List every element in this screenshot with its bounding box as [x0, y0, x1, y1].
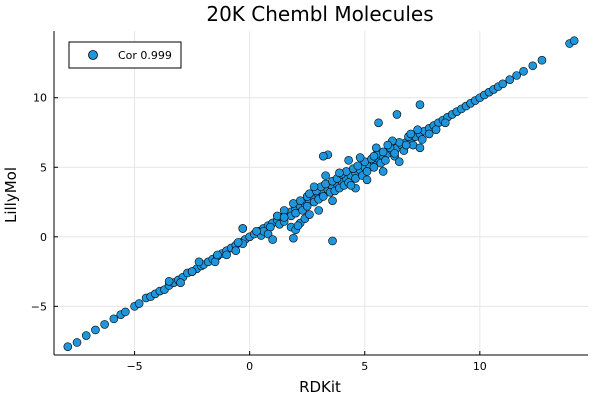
data-point: [305, 210, 314, 219]
data-point: [328, 236, 337, 246]
axes: [53, 31, 588, 356]
data-point: [100, 320, 109, 329]
y-tick-label: −5: [31, 300, 47, 313]
x-tick-label: 10: [473, 360, 487, 373]
data-point: [81, 331, 91, 340]
data-point: [213, 250, 222, 260]
data-point: [383, 140, 393, 150]
data-point: [289, 233, 298, 243]
legend-marker: [88, 50, 98, 60]
data-point: [415, 100, 425, 109]
data-point: [498, 79, 508, 89]
data-point: [252, 226, 261, 236]
data-point: [233, 238, 243, 247]
data-point: [268, 235, 277, 244]
data-point: [134, 299, 144, 308]
data-point: [302, 201, 312, 211]
x-tick-label: −5: [126, 360, 142, 373]
data-point: [272, 211, 282, 221]
y-tick-label: 0: [40, 231, 47, 244]
data-point: [417, 135, 427, 144]
data-point: [406, 129, 416, 139]
data-point: [519, 67, 528, 76]
data-point: [392, 110, 402, 119]
data-point: [335, 168, 344, 178]
x-axis-title: RDKit: [299, 378, 341, 396]
data-point: [355, 153, 365, 162]
x-tick-label: 0: [246, 360, 253, 373]
data-point: [321, 171, 330, 180]
data-point: [381, 156, 390, 165]
data-point: [295, 196, 305, 205]
data-point: [394, 157, 404, 167]
y-tick-label: 10: [33, 92, 47, 105]
data-point: [512, 71, 521, 80]
data-point: [121, 307, 130, 317]
data-point: [231, 246, 241, 256]
data-point: [415, 143, 425, 153]
data-point: [187, 267, 197, 276]
data-point: [390, 149, 399, 158]
data-point: [353, 161, 363, 171]
data-point: [344, 156, 353, 165]
legend: Cor 0.999: [68, 41, 182, 69]
data-point: [222, 250, 231, 260]
chart-title: 20K Chembl Molecules: [206, 2, 433, 26]
data-point: [528, 61, 538, 71]
data-point: [91, 325, 100, 335]
data-point: [362, 167, 372, 176]
data-point: [378, 147, 388, 157]
tick-labels: −5 0 5 10 −5 0 5 10: [31, 92, 487, 373]
data-point: [309, 182, 319, 192]
data-point: [424, 129, 434, 139]
data-point: [328, 196, 337, 205]
data-point: [369, 151, 379, 161]
data-point: [346, 181, 356, 190]
data-point: [194, 257, 204, 267]
data-point: [279, 213, 289, 222]
data-point: [371, 143, 381, 153]
data-point: [164, 277, 174, 286]
data-point: [263, 229, 273, 239]
grid: [54, 31, 588, 355]
data-point: [319, 151, 328, 161]
data-point: [109, 314, 119, 324]
data-point: [238, 224, 248, 233]
data-point: [369, 162, 379, 172]
data-point: [378, 167, 388, 176]
data-point: [431, 125, 441, 135]
data-point: [413, 125, 422, 135]
data-point: [319, 192, 328, 201]
data-point: [362, 175, 372, 185]
data-point: [63, 342, 73, 351]
data-points: [63, 36, 579, 351]
data-point: [505, 75, 515, 84]
data-point: [401, 140, 411, 150]
data-point: [293, 221, 303, 230]
data-point: [374, 118, 383, 128]
legend-box: [68, 41, 182, 69]
data-point: [569, 36, 579, 46]
y-axis-title: LillyMol: [2, 167, 20, 223]
x-tick-label: 5: [361, 360, 368, 373]
data-point: [72, 338, 82, 347]
data-point: [537, 55, 547, 65]
data-point: [176, 278, 185, 287]
data-point: [440, 118, 450, 128]
data-point: [314, 206, 323, 215]
y-tick-label: 5: [40, 161, 47, 174]
legend-label: Cor 0.999: [118, 49, 172, 62]
